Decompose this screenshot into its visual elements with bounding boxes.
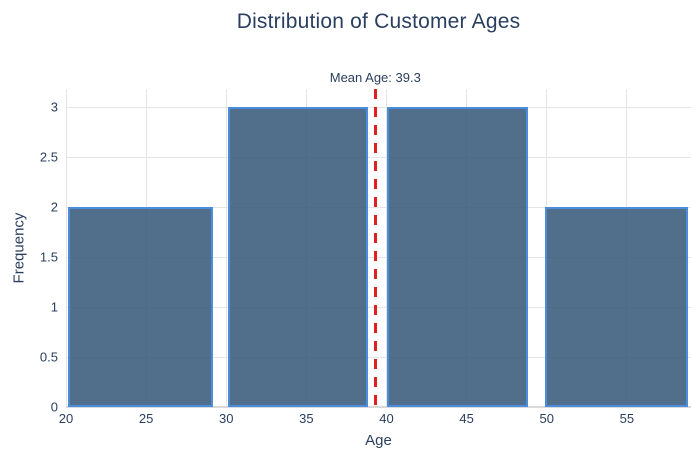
x-tick-label: 25 (138, 411, 154, 426)
x-tick-label: 50 (539, 411, 554, 426)
mean-annotation: Mean Age: 39.3 (329, 70, 421, 85)
y-axis-title: Frequency (10, 212, 28, 284)
y-tick-label: 2 (50, 199, 58, 215)
x-tick-label: 20 (58, 411, 74, 426)
x-tick-label: 55 (619, 411, 635, 426)
y-tick-label: 3 (50, 99, 58, 115)
gridline-horizontal (66, 206, 691, 208)
y-tick-label: 1.5 (39, 249, 58, 265)
chart-title: Distribution of Customer Ages (236, 10, 521, 33)
y-tick-label: 2.5 (39, 149, 58, 165)
gridline-horizontal (66, 306, 691, 308)
gridline-horizontal (66, 106, 691, 108)
x-tick-label: 35 (299, 411, 314, 426)
histogram-bar[interactable] (227, 107, 369, 407)
histogram-bar[interactable] (67, 207, 214, 407)
plot-area[interactable]: Mean Age: 39.3 20 25 30 35 40 45 50 55 0 0.5 1 1.5 2… (40, 70, 691, 426)
x-tick-label: 30 (219, 411, 234, 426)
x-axis-zero-line (66, 406, 691, 408)
mean-line (373, 89, 377, 407)
gridline-horizontal (66, 256, 691, 258)
x-tick-label: 45 (459, 411, 474, 426)
x-axis-title: Age (365, 432, 392, 449)
x-tick-label: 40 (379, 411, 394, 426)
y-tick-label: 1 (50, 299, 58, 315)
y-tick-label: 0.5 (39, 349, 58, 365)
y-tick-label: 0 (50, 399, 58, 415)
gridline-vertical (225, 89, 227, 407)
gridline-vertical (65, 89, 67, 407)
histogram-bar[interactable] (545, 207, 688, 407)
histogram-bar[interactable] (386, 107, 528, 407)
gridline-horizontal (66, 156, 691, 158)
gridline-horizontal (66, 356, 691, 358)
